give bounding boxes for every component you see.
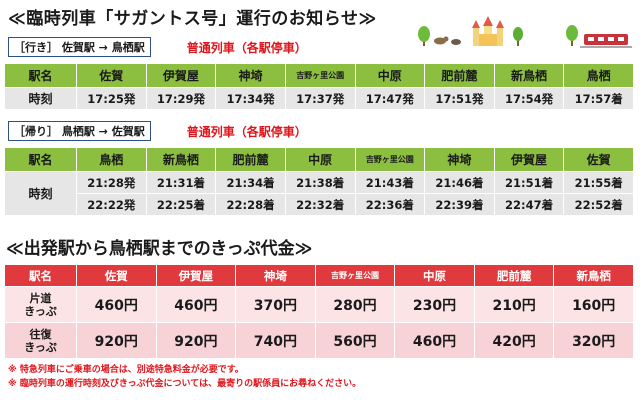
outbound-header-row: 駅名 佐賀 伊賀屋 神埼 吉野ヶ里公園 中原 肥前麓 新鳥栖 鳥栖 [4, 63, 634, 88]
return-time-row: 22:22発 22:25着 22:28着 22:32着 22:36着 22:39… [5, 193, 634, 216]
return-train-type: 普通列車（各駅停車） [186, 124, 307, 139]
station-name: 佐賀 [76, 264, 157, 287]
station-header-label: 駅名 [4, 63, 77, 88]
station-header-label: 駅名 [4, 264, 77, 287]
station-name: 鳥栖 [563, 63, 634, 88]
station-name: 肥前麓 [473, 264, 555, 287]
station-name: 伊賀屋 [145, 63, 217, 88]
time-cell: 21:46着 [424, 171, 495, 194]
return-time-row: 時刻 21:28発 21:31着 21:34着 21:38着 21:43着 21… [4, 171, 634, 216]
station-name: 佐賀 [563, 147, 634, 172]
time-cell: 22:25着 [145, 193, 217, 216]
station-name: 神埼 [235, 264, 316, 287]
station-name: 中原 [284, 147, 356, 172]
time-cell: 17:47発 [354, 87, 426, 110]
fare-header-row: 駅名 佐賀 伊賀屋 神埼 吉野ヶ里公園 中原 肥前麓 新鳥栖 [4, 264, 634, 287]
time-cell: 17:57着 [563, 87, 634, 110]
station-name: 鳥栖 [76, 147, 147, 172]
one-way-label: 片道 きっぷ [4, 286, 77, 323]
tree-icon [566, 25, 578, 46]
fare-section-title: ≪出発駅から鳥栖駅までのきっぷ代金≫ [6, 239, 313, 259]
time-cell: 22:22発 [76, 193, 147, 216]
one-way-fare-row: 片道 きっぷ 460円 460円 370円 280円 230円 210円 160… [4, 286, 634, 323]
decorative-illustration [418, 16, 632, 48]
fare-table: 駅名 佐賀 伊賀屋 神埼 吉野ヶ里公園 中原 肥前麓 新鳥栖 片道 きっぷ 46… [4, 264, 634, 359]
fare-cell: 280円 [314, 286, 396, 323]
return-header-row: 駅名 鳥栖 新鳥栖 肥前麓 中原 吉野ヶ里公園 神埼 伊賀屋 佐賀 [4, 147, 634, 172]
fare-cell: 320円 [553, 322, 634, 359]
fare-cell: 920円 [76, 322, 157, 359]
time-cell: 21:51着 [493, 171, 565, 194]
time-cell: 21:55着 [563, 171, 634, 194]
station-name: 中原 [394, 264, 475, 287]
animal-icon [434, 36, 449, 45]
time-cell: 17:54発 [493, 87, 565, 110]
station-name: 新鳥栖 [145, 147, 217, 172]
station-name: 中原 [354, 63, 426, 88]
time-cell: 17:29発 [145, 87, 217, 110]
time-cell: 22:52着 [563, 193, 634, 216]
tree-icon [418, 26, 430, 46]
time-cell: 17:25発 [76, 87, 147, 110]
return-direction-row: ［帰り］ 鳥栖駅 → 佐賀駅 普通列車（各駅停車） [8, 121, 307, 141]
fare-cell: 370円 [235, 286, 316, 323]
fare-cell: 560円 [314, 322, 396, 359]
train-icon [580, 34, 632, 48]
station-name: 肥前麓 [215, 147, 286, 172]
castle-icon [472, 16, 504, 46]
time-cell: 21:31着 [145, 171, 217, 194]
notes: ※ 特急列車にご乗車の場合は、別途特急料金が必要です。 ※ 臨時列車の運行時刻及… [8, 363, 361, 391]
station-name: 佐賀 [76, 63, 147, 88]
return-direction: ［帰り］ 鳥栖駅 → 佐賀駅 [8, 121, 151, 141]
outbound-train-type: 普通列車（各駅停車） [186, 40, 307, 55]
time-cell: 22:47着 [493, 193, 565, 216]
station-name: 吉野ヶ里公園 [284, 63, 356, 88]
station-name: 吉野ヶ里公園 [354, 147, 426, 172]
time-cell: 21:43着 [354, 171, 426, 194]
fare-cell: 920円 [155, 322, 237, 359]
station-name: 新鳥栖 [553, 264, 634, 287]
time-cell: 17:51発 [424, 87, 495, 110]
fare-cell: 460円 [394, 322, 475, 359]
animal-icon [451, 39, 461, 45]
time-row-label: 時刻 [4, 171, 77, 216]
time-cell: 22:32着 [284, 193, 356, 216]
outbound-direction: ［行き］ 佐賀駅 → 鳥栖駅 [8, 37, 151, 57]
round-trip-fare-row: 往復 きっぷ 920円 920円 740円 560円 460円 420円 320… [4, 322, 634, 359]
fare-cell: 460円 [155, 286, 237, 323]
station-name: 新鳥栖 [493, 63, 565, 88]
time-row-label: 時刻 [4, 87, 77, 110]
tree-icon [513, 27, 523, 46]
note-line: ※ 特急列車にご乗車の場合は、別途特急料金が必要です。 [8, 365, 244, 375]
fare-cell: 420円 [473, 322, 555, 359]
round-trip-label: 往復 きっぷ [4, 322, 77, 359]
station-name: 伊賀屋 [493, 147, 565, 172]
return-timetable: 駅名 鳥栖 新鳥栖 肥前麓 中原 吉野ヶ里公園 神埼 伊賀屋 佐賀 時刻 21:… [4, 147, 634, 216]
outbound-time-row: 時刻 17:25発 17:29発 17:34発 17:37発 17:47発 17… [4, 87, 634, 110]
outbound-timetable: 駅名 佐賀 伊賀屋 神埼 吉野ヶ里公園 中原 肥前麓 新鳥栖 鳥栖 時刻 17:… [4, 63, 634, 110]
time-cell: 17:34発 [215, 87, 286, 110]
page-title: ≪臨時列車「サガントス号」運行のお知らせ≫ [8, 9, 377, 29]
station-header-label: 駅名 [4, 147, 77, 172]
note-line: ※ 臨時列車の運行時刻及びきっぷ代金については、最寄りの駅係員にお尋ねください。 [8, 379, 362, 389]
time-cell: 22:28着 [215, 193, 286, 216]
station-name: 神埼 [424, 147, 495, 172]
fare-cell: 230円 [394, 286, 475, 323]
fare-cell: 740円 [235, 322, 316, 359]
time-cell: 21:28発 [76, 171, 147, 194]
time-cell: 17:37発 [284, 87, 356, 110]
fare-cell: 160円 [553, 286, 634, 323]
station-name: 肥前麓 [424, 63, 495, 88]
station-name: 神埼 [215, 63, 286, 88]
time-cell: 22:36着 [354, 193, 426, 216]
outbound-direction-row: ［行き］ 佐賀駅 → 鳥栖駅 普通列車（各駅停車） [8, 37, 307, 57]
time-cell: 21:38着 [284, 171, 356, 194]
time-cell: 21:34着 [215, 171, 286, 194]
fare-cell: 460円 [76, 286, 157, 323]
station-name: 吉野ヶ里公園 [314, 264, 396, 287]
station-name: 伊賀屋 [155, 264, 237, 287]
time-cell: 22:39着 [424, 193, 495, 216]
fare-cell: 210円 [473, 286, 555, 323]
